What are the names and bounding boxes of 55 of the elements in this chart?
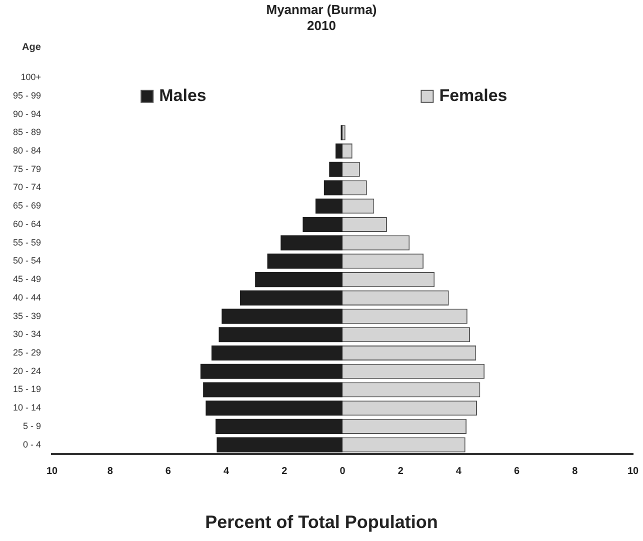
- x-tick-label: 4: [456, 466, 462, 477]
- bar: [315, 198, 343, 214]
- bar: [218, 327, 343, 342]
- bar: [280, 235, 343, 250]
- y-tick-label: 45 - 49: [12, 274, 42, 284]
- bar: [200, 364, 343, 379]
- y-tick-label: 30 - 34: [12, 329, 42, 340]
- bar: [212, 345, 343, 361]
- bar: [255, 272, 343, 288]
- y-tick-label: 20 - 24: [12, 366, 42, 376]
- bar: [216, 418, 343, 434]
- x-tick-label: 2: [282, 466, 288, 477]
- bar: [240, 290, 343, 306]
- y-tick-label: 70 - 74: [12, 182, 42, 192]
- y-tick-label: 90 - 94: [12, 108, 42, 119]
- y-tick-label: 100+: [20, 72, 42, 82]
- y-tick-label: 75 - 79: [12, 164, 42, 174]
- bar: [222, 308, 343, 324]
- x-axis-title: Percent of Total Population: [204, 512, 439, 533]
- bar: [336, 144, 343, 159]
- x-tick-label: 6: [165, 466, 172, 477]
- x-tick-label: 8: [572, 466, 578, 477]
- x-tick-label: 0: [340, 466, 346, 477]
- y-tick-label: 85 - 89: [12, 127, 42, 138]
- y-tick-label: 65 - 69: [12, 200, 42, 211]
- y-tick-label: 25 - 29: [12, 347, 42, 358]
- y-tick-label: 95 - 99: [12, 90, 42, 100]
- y-tick-label: 55 - 59: [12, 237, 42, 248]
- chart-subtitle: 2010: [306, 18, 337, 34]
- x-tick-label: 10: [627, 466, 639, 477]
- y-tick-label: 50 - 54: [12, 256, 42, 266]
- chart-title: Myanmar (Burma): [265, 2, 378, 18]
- bar: [324, 180, 343, 196]
- y-tick-label: 40 - 44: [12, 292, 42, 302]
- y-axis-title: Age: [22, 42, 41, 53]
- y-tick-label: 10 - 14: [12, 402, 42, 413]
- y-tick-label: 5 - 9: [23, 420, 42, 431]
- bar: [206, 400, 343, 416]
- x-tick-label: 10: [46, 466, 58, 477]
- bar: [329, 162, 343, 177]
- bar: [267, 254, 343, 269]
- y-tick-label: 35 - 39: [12, 310, 42, 321]
- legend-label: Females: [439, 86, 508, 106]
- x-tick-label: 6: [514, 466, 520, 477]
- bar: [216, 437, 343, 452]
- y-tick-label: 60 - 64: [12, 218, 42, 229]
- x-tick-label: 8: [107, 466, 114, 477]
- x-tick-label: 4: [224, 466, 230, 477]
- legend-label: Males: [159, 86, 206, 106]
- y-tick-label: 80 - 84: [12, 146, 42, 156]
- y-tick-label: 15 - 19: [12, 384, 42, 394]
- x-tick-label: 2: [398, 466, 404, 477]
- bar: [302, 216, 343, 232]
- y-tick-label: 0 - 4: [23, 439, 42, 450]
- bar: [203, 382, 343, 398]
